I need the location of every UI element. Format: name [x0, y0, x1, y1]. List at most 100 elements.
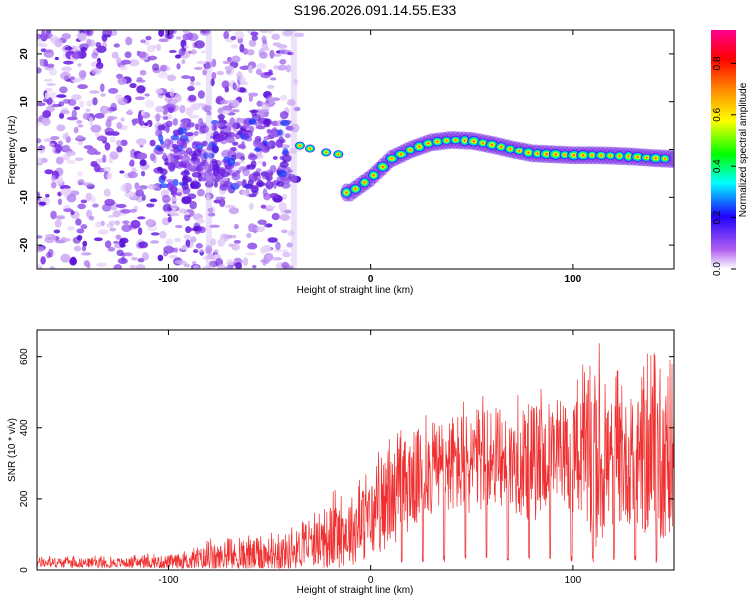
noise-blob — [265, 118, 272, 125]
noise-blob — [104, 198, 116, 206]
colorbar-ticks: 0.0 0.2 0.4 0.6 0.8 — [712, 56, 736, 276]
noise-blob — [193, 66, 203, 70]
ridge-blob — [404, 145, 416, 155]
noise-blob — [37, 121, 42, 126]
noise-blob — [214, 135, 225, 142]
noise-blob — [54, 56, 59, 61]
noise-blob — [248, 202, 254, 211]
noise-blob — [265, 205, 276, 209]
noise-blob — [181, 75, 191, 80]
noise-blob — [220, 100, 229, 105]
noise-blob — [168, 49, 177, 54]
noise-blob — [77, 63, 82, 67]
noise-blob — [140, 170, 146, 177]
noise-blob — [48, 143, 55, 147]
ridge-blob — [359, 177, 370, 188]
ridge-blob — [305, 144, 315, 153]
noise-blob — [76, 119, 83, 125]
noise-blob — [73, 106, 81, 111]
snr-x-ticks: -100 0 100 — [158, 330, 582, 586]
noise-blob — [64, 132, 69, 140]
noise-blob — [173, 94, 182, 103]
noise-blob — [233, 257, 242, 263]
noise-blob — [135, 138, 147, 146]
noise-blob — [219, 168, 227, 176]
noise-blob — [179, 123, 188, 128]
noise-blob — [76, 135, 84, 140]
noise-blob — [196, 218, 205, 224]
noise-blob — [277, 169, 288, 178]
noise-blob — [235, 180, 243, 187]
noise-blob — [210, 78, 215, 87]
noise-blob — [199, 125, 209, 134]
noise-blob — [286, 242, 294, 248]
noise-blob — [151, 63, 160, 71]
noise-blob — [37, 118, 41, 123]
noise-blob — [269, 49, 275, 59]
noise-blob — [281, 261, 290, 269]
noise-blob — [255, 68, 262, 76]
noise-blob — [48, 92, 58, 99]
noise-blob — [51, 174, 56, 182]
noise-blob — [181, 59, 186, 65]
noise-blob — [55, 215, 66, 220]
noise-blob — [157, 254, 164, 262]
noise-blob — [86, 99, 93, 107]
noise-blob — [111, 51, 119, 59]
noise-blob — [284, 133, 291, 139]
noise-blob — [198, 117, 204, 126]
noise-blob — [96, 135, 108, 142]
noise-blob — [254, 121, 263, 127]
noise-blob — [282, 30, 293, 37]
noise-blob — [277, 129, 283, 136]
noise-blob — [260, 204, 267, 209]
noise-blob — [231, 243, 240, 251]
noise-blob — [180, 154, 191, 164]
noise-blob — [124, 51, 132, 59]
ridge-blob — [495, 142, 507, 152]
spectrogram-ridge — [294, 130, 674, 202]
noise-blob — [280, 144, 291, 149]
noise-blob — [212, 163, 220, 171]
noise-blob — [169, 88, 175, 98]
noise-blob — [208, 142, 217, 148]
noise-blob — [240, 140, 246, 150]
noise-blob — [262, 257, 267, 267]
x-tick-label: 0 — [368, 274, 374, 285]
noise-blob — [233, 224, 239, 230]
noise-blob — [196, 188, 205, 197]
noise-blob — [162, 109, 168, 116]
noise-blob — [164, 157, 169, 166]
y-tick-label: 200 — [19, 490, 30, 507]
noise-blob — [143, 122, 149, 126]
colorbar-tick-label: 0.6 — [712, 107, 723, 121]
noise-blob — [206, 111, 212, 116]
snr-x-label: Height of straight line (km) — [297, 585, 414, 596]
noise-blob — [236, 130, 243, 136]
noise-blob — [113, 240, 120, 245]
noise-blob — [245, 252, 256, 256]
noise-blob — [267, 237, 278, 243]
noise-blob — [215, 196, 226, 200]
noise-blob — [139, 69, 147, 76]
noise-blob — [190, 48, 197, 55]
noise-blob — [201, 104, 212, 112]
noise-blob — [260, 246, 266, 254]
noise-blob — [37, 157, 43, 164]
spectrogram-x-ticks: -100 0 100 — [158, 30, 582, 285]
y-tick-label: 10 — [19, 96, 30, 108]
noise-blob — [49, 265, 56, 269]
noise-blob — [96, 45, 107, 54]
noise-blob — [262, 161, 267, 167]
noise-blob — [119, 64, 128, 71]
noise-blob — [82, 112, 90, 120]
noise-blob — [249, 109, 259, 114]
noise-blob — [261, 35, 267, 44]
noise-blob — [269, 192, 280, 199]
noise-blob — [45, 196, 50, 206]
noise-blob — [248, 118, 256, 125]
colorbar-tick-label: 0.0 — [712, 262, 723, 276]
ridge-blob — [504, 144, 517, 154]
